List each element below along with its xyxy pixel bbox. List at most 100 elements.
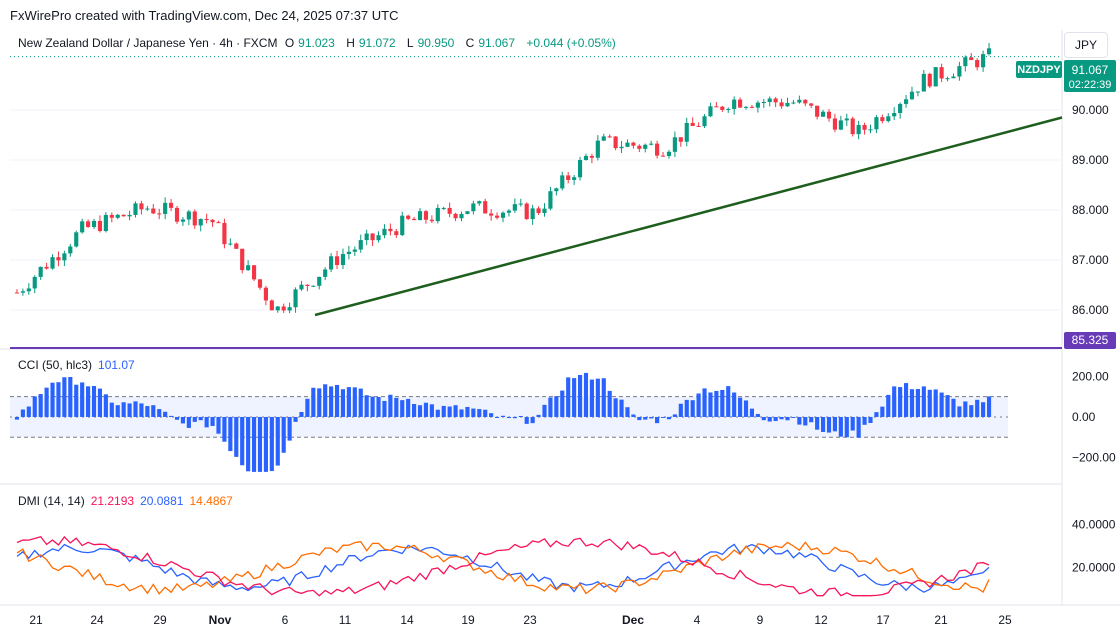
candle-body — [572, 177, 577, 180]
cci-legend[interactable]: CCI (50, hlc3) 101.07 — [18, 358, 135, 372]
cci-bar — [216, 416, 221, 434]
support-trendline[interactable] — [314, 116, 1063, 317]
cci-bar — [447, 406, 452, 417]
time-tick-label: 6 — [282, 613, 289, 627]
cci-bar — [601, 378, 606, 417]
cci-bar — [637, 416, 642, 421]
cci-bar — [684, 399, 689, 417]
candle-body — [400, 215, 405, 236]
candle-body — [317, 276, 322, 286]
cci-tick-label: 0.00 — [1072, 410, 1096, 424]
cci-bar — [91, 386, 97, 417]
candle-body — [702, 116, 707, 127]
cci-bar — [666, 416, 672, 420]
cci-bar — [862, 416, 867, 425]
candle-body — [388, 228, 393, 232]
cci-bar — [749, 408, 755, 417]
cci-bar — [317, 388, 322, 417]
candle-body — [886, 116, 891, 122]
candle-body — [210, 219, 215, 223]
symbol-tag — [1016, 61, 1062, 78]
cci-bar — [358, 388, 363, 417]
candle-body — [577, 160, 583, 178]
cci-bar — [293, 416, 298, 422]
cci-bar — [969, 405, 974, 417]
candle-body — [874, 117, 879, 130]
cci-bar — [86, 386, 91, 417]
candle-body — [732, 99, 737, 109]
cci-value: 101.07 — [98, 358, 135, 372]
cci-bar — [981, 402, 986, 417]
cci-bar — [453, 405, 458, 417]
cci-bar — [281, 416, 286, 453]
cci-bar — [186, 416, 191, 428]
time-axis: 21 24 29 Nov 6 11 14 19 23 Dec 4 9 12 17 21 25 — [29, 613, 1012, 627]
candle-body — [844, 118, 849, 121]
candle-body — [981, 54, 986, 68]
cci-bar — [708, 392, 713, 417]
candle-body — [50, 257, 55, 269]
candle-body — [939, 67, 944, 79]
time-tick-label: 21 — [934, 613, 948, 627]
cci-bar — [797, 416, 802, 425]
cci-bar — [524, 416, 529, 424]
candle-body — [204, 218, 209, 220]
candle-body — [643, 144, 648, 149]
candle-body — [62, 253, 67, 261]
open-value: O 91.023 — [284, 36, 335, 50]
candle-body — [168, 202, 174, 208]
candle-body — [14, 292, 20, 294]
cci-bar — [400, 400, 405, 417]
candle-body — [174, 207, 180, 222]
price-axis: 90.000 89.000 88.000 87.000 86.000 — [1072, 103, 1109, 317]
cci-bar — [957, 406, 962, 417]
symbol-legend[interactable]: New Zealand Dollar / Japanese Yen · 4h ·… — [18, 36, 620, 50]
cci-bar — [287, 416, 292, 441]
cci-bar — [74, 384, 79, 417]
cci-bar — [868, 416, 873, 423]
cci-bar — [927, 389, 932, 417]
candle-body — [951, 76, 956, 79]
candle-body — [406, 215, 411, 219]
dmi-axis: 40.0000 20.0000 — [1072, 517, 1116, 574]
candle-body — [986, 48, 992, 55]
di-plus-value: 20.0881 — [140, 494, 184, 508]
candle-body — [121, 214, 126, 217]
candle-body — [246, 265, 251, 271]
candle-body — [743, 106, 749, 108]
candle-body — [376, 235, 381, 241]
cci-bar — [767, 416, 772, 422]
currency-selector[interactable]: JPY — [1064, 32, 1108, 58]
cci-bar — [655, 416, 660, 424]
cci-bar — [26, 406, 31, 417]
cci-bar — [595, 378, 600, 417]
time-tick-label: 9 — [757, 613, 764, 627]
candle-body — [660, 155, 666, 157]
adx-value: 21.2193 — [90, 494, 135, 508]
candle-body — [542, 208, 547, 214]
candle-body — [109, 214, 114, 218]
cci-bar — [933, 389, 938, 417]
candle-body — [417, 211, 423, 221]
dmi-legend[interactable]: DMI (14, 14) 21.2193 20.0881 14.4867 — [18, 494, 233, 508]
cci-tick-label: −200.00 — [1072, 451, 1116, 465]
candle-body — [649, 143, 654, 145]
time-tick-label: 17 — [876, 613, 890, 627]
price-tick-label: 90.000 — [1072, 103, 1109, 117]
cci-bar — [340, 389, 346, 417]
cci-title: CCI (50, hlc3) — [18, 358, 93, 372]
candle-body — [524, 203, 529, 220]
candle-body — [631, 142, 636, 146]
candle-body — [826, 111, 832, 119]
cci-bar — [192, 416, 197, 422]
time-tick-label: 24 — [90, 613, 104, 627]
chart-credit: FxWirePro created with TradingView.com, … — [10, 8, 399, 23]
candle-body — [465, 211, 470, 214]
cci-bar — [334, 384, 340, 417]
bar-countdown: 02:22:39 — [1069, 79, 1112, 91]
candle-body — [269, 300, 274, 311]
candle-body — [880, 117, 885, 122]
high-value: H 91.072 — [346, 36, 396, 50]
cci-bar — [228, 416, 233, 452]
